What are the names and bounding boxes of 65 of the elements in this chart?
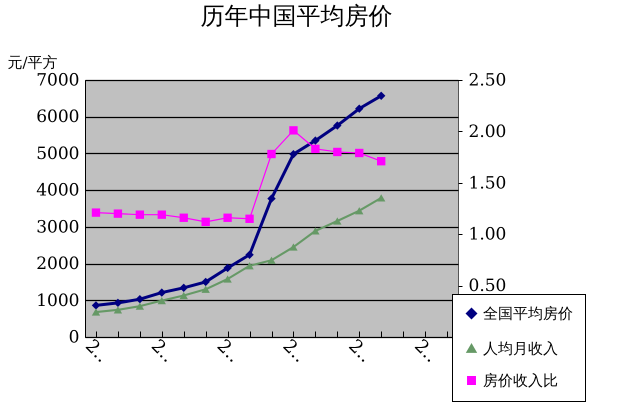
point <box>158 297 166 304</box>
point <box>136 302 144 310</box>
point <box>267 256 276 264</box>
point <box>180 214 188 222</box>
legend-label: 房价收入比 <box>483 372 558 390</box>
point <box>377 92 386 100</box>
x-tick-label: 2‥ <box>146 335 178 367</box>
legend-label: 人均月收入 <box>483 340 558 358</box>
y-tick-label: 0 <box>68 328 80 348</box>
point <box>355 148 364 158</box>
point <box>114 298 122 308</box>
y-axis-title: 元/平方 <box>8 54 58 72</box>
chart-title: 历年中国平均房价 <box>200 2 392 30</box>
point <box>377 157 386 166</box>
y-tick-label: 4000 <box>36 180 80 201</box>
x-tick-label: 2‥ <box>344 335 376 367</box>
y-tick-label: 7000 <box>36 70 80 90</box>
point <box>355 104 364 113</box>
point <box>201 286 210 293</box>
point <box>333 148 342 156</box>
point <box>92 208 100 217</box>
point <box>158 210 166 219</box>
point <box>267 150 276 158</box>
point <box>245 214 254 223</box>
legend-label: 全国平均房价 <box>483 304 573 322</box>
x-tick-label: 2‥ <box>212 335 244 367</box>
point <box>289 243 298 251</box>
y2-tick-label: 1.00 <box>468 224 506 245</box>
point <box>114 209 122 218</box>
y-tick-label: 2000 <box>36 254 80 274</box>
point <box>180 284 188 292</box>
y-tick-label: 5000 <box>36 144 80 164</box>
point <box>136 295 144 304</box>
point <box>333 217 342 225</box>
point <box>180 292 188 300</box>
point <box>311 136 320 145</box>
point <box>289 126 298 135</box>
point <box>223 275 232 283</box>
point <box>245 262 254 270</box>
y2-tick-label: 0.50 <box>468 276 506 296</box>
x-tick-label: 2‥ <box>81 335 113 367</box>
point <box>201 278 210 286</box>
y-tick-label: 6000 <box>36 107 80 128</box>
point <box>355 207 364 214</box>
y2-tick-label: 2.00 <box>468 122 506 142</box>
point <box>92 308 100 316</box>
point <box>223 264 232 272</box>
point <box>333 121 342 130</box>
x-tick-label: 2‥ <box>278 335 310 367</box>
y-tick-label: 3000 <box>36 217 80 238</box>
point <box>267 194 276 203</box>
x-tick-label: 2‥ <box>410 335 442 367</box>
y2-tick-label: 1.50 <box>468 173 506 194</box>
y2-tick-label: 2.50 <box>468 70 506 90</box>
point <box>289 150 298 158</box>
point <box>158 288 166 297</box>
point <box>114 306 122 314</box>
point <box>311 144 320 154</box>
point <box>201 218 210 226</box>
y-tick-label: 1000 <box>36 290 80 311</box>
point <box>245 250 254 259</box>
point <box>377 194 386 202</box>
point <box>223 214 232 222</box>
point <box>136 210 144 219</box>
point <box>311 227 320 235</box>
